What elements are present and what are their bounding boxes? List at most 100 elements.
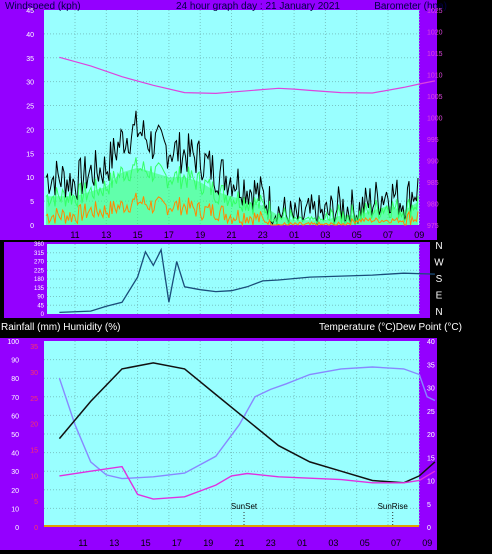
rain-tick-label: 0 <box>34 525 38 532</box>
temperature-tick-label: 40 <box>427 339 435 346</box>
humidity-tick-label: 10 <box>11 506 19 513</box>
wind-x-tick-label: 01 <box>289 230 299 240</box>
temperature-tick-label: 25 <box>427 409 435 416</box>
temperature-x-tick-label: 11 <box>78 538 87 548</box>
temperature-tick-label: 10 <box>427 479 435 486</box>
temperature-x-tick-label: 19 <box>203 538 213 548</box>
humidity-tick-label: 0 <box>15 525 19 532</box>
barometer-tick-label: 990 <box>427 159 439 166</box>
humidity-tick-label: 20 <box>11 488 19 495</box>
temperature-x-tick-label: 09 <box>422 538 432 548</box>
barometer-tick-label: 1025 <box>427 8 443 15</box>
temperature-x-tick-label: 05 <box>360 538 370 548</box>
wind-x-tick-label: 05 <box>352 230 362 240</box>
wind-y-tick-label: 45 <box>26 8 34 15</box>
humidity-tick-label: 70 <box>11 395 19 402</box>
temperature-x-tick-label: 15 <box>141 538 151 548</box>
temperature-tick-label: 15 <box>427 455 435 462</box>
temperature-x-tick-label: 01 <box>297 538 307 548</box>
series-avg-wind-line <box>45 157 419 226</box>
compass-point-label: N <box>435 307 442 318</box>
wind-y-tick-label: 5 <box>30 199 34 206</box>
wind-y-tick-label: 0 <box>30 223 34 230</box>
temperature-x-tick-label: 23 <box>266 538 276 548</box>
humidity-tick-label: 100 <box>7 339 19 346</box>
barometer-tick-label: 1000 <box>427 116 443 123</box>
rain-tick-label: 30 <box>30 370 38 377</box>
temperature-y2-axis-label: Temperature (°C)Dew Point (°C) <box>319 322 462 333</box>
humidity-tick-label: 50 <box>11 432 19 439</box>
sunset-label: SunSet <box>231 502 258 511</box>
wind-y-tick-label: 15 <box>26 151 34 158</box>
compass-point-label: N <box>435 241 442 252</box>
wind-y-tick-label: 30 <box>26 80 34 87</box>
temperature-tick-label: 35 <box>427 362 435 369</box>
barometer-tick-label: 980 <box>427 202 439 209</box>
series-direction-line <box>59 247 435 314</box>
humidity-tick-label: 40 <box>11 451 19 458</box>
temperature-x-tick-label: 07 <box>391 538 401 548</box>
wind-x-tick-label: 11 <box>70 230 79 240</box>
direction-grid <box>47 244 420 314</box>
humidity-tick-label: 80 <box>11 376 19 383</box>
barometer-tick-label: 1005 <box>427 94 443 101</box>
direction-y-tick-label: 315 <box>34 251 45 257</box>
rain-tick-label: 35 <box>30 344 38 351</box>
temperature-x-tick-label: 17 <box>172 538 182 548</box>
wind-x-tick-label: 23 <box>258 230 268 240</box>
temperature-tick-label: 20 <box>427 432 435 439</box>
wind-x-tick-label: 17 <box>164 230 174 240</box>
temperature-x-tick-label: 03 <box>328 538 338 548</box>
compass-point-label: W <box>434 258 444 269</box>
direction-y-tick-label: 270 <box>34 260 45 266</box>
rain-tick-label: 20 <box>30 422 38 429</box>
compass-point-label: E <box>436 291 443 302</box>
wind-y-axis-label: Windspeed (kph) <box>5 1 81 12</box>
direction-y-tick-label: 0 <box>41 312 45 318</box>
wind-x-tick-label: 13 <box>101 230 111 240</box>
direction-y-tick-label: 135 <box>34 286 45 292</box>
rain-tick-label: 25 <box>30 396 38 403</box>
wind-grid <box>44 10 420 225</box>
temperature-x-tick-label: 21 <box>234 538 244 548</box>
humidity-tick-label: 30 <box>11 469 19 476</box>
wind-y-tick-label: 25 <box>26 104 34 111</box>
sunrise-label: SunRise <box>378 502 409 511</box>
wind-y-tick-label: 35 <box>26 56 34 63</box>
barometer-tick-label: 975 <box>427 223 439 230</box>
wind-chart-title: 24 hour graph day : 21 January 2021 <box>176 1 340 12</box>
temperature-grid <box>44 341 420 527</box>
direction-y-tick-label: 225 <box>34 268 45 274</box>
direction-y-tick-label: 90 <box>37 295 44 301</box>
barometer-tick-label: 1015 <box>427 51 443 58</box>
rain-tick-label: 5 <box>34 499 38 506</box>
compass-point-label: S <box>436 274 443 285</box>
humidity-tick-label: 60 <box>11 413 19 420</box>
series-barometer-line <box>59 56 436 95</box>
wind-y-tick-label: 10 <box>26 175 34 182</box>
temperature-tick-label: 5 <box>427 502 431 509</box>
wind-x-tick-label: 09 <box>414 230 424 240</box>
rain-tick-label: 10 <box>30 473 38 480</box>
humidity-tick-label: 90 <box>11 358 19 365</box>
humidity-y-axis-label: Rainfall (mm) Humidity (%) <box>1 322 120 333</box>
wind-y-tick-label: 40 <box>26 32 34 39</box>
series-dew-point-line <box>59 465 436 500</box>
rain-tick-label: 15 <box>30 448 38 455</box>
direction-y-tick-label: 180 <box>34 277 45 283</box>
wind-x-tick-label: 15 <box>133 230 143 240</box>
temperature-x-tick-label: 13 <box>109 538 119 548</box>
wind-y-tick-label: 20 <box>26 127 34 134</box>
temperature-tick-label: 0 <box>427 525 431 532</box>
series-wind-min-line <box>45 192 419 227</box>
barometer-tick-label: 995 <box>427 137 439 144</box>
wind-x-tick-label: 21 <box>226 230 236 240</box>
direction-y-tick-label: 45 <box>37 303 44 309</box>
barometer-tick-label: 1020 <box>427 30 443 37</box>
wind-x-tick-label: 07 <box>383 230 393 240</box>
series-humidity-line <box>58 366 436 480</box>
wind-x-tick-label: 03 <box>320 230 330 240</box>
temperature-tick-label: 30 <box>427 386 435 393</box>
barometer-tick-label: 1010 <box>427 73 443 80</box>
